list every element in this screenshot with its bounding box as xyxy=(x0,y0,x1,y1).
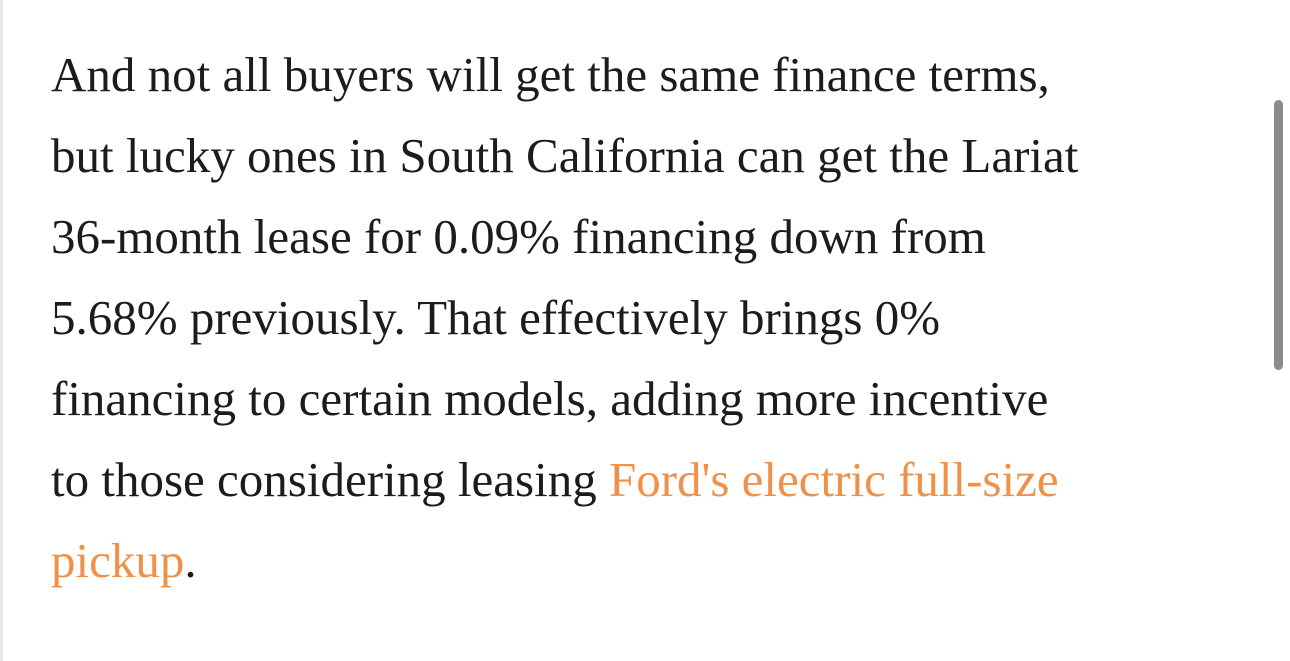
text-line: but lucky ones in South California can g… xyxy=(51,128,1079,183)
article-paragraph: And not all buyers will get the same fin… xyxy=(51,34,1078,601)
text-line: financing to certain models, adding more… xyxy=(51,371,1049,426)
scrollbar[interactable] xyxy=(1274,100,1283,370)
text: to those considering leasing xyxy=(51,452,597,507)
article-link[interactable]: pickup xyxy=(51,533,185,588)
text-line: 36-month lease for 0.09% financing down … xyxy=(51,209,986,264)
text-line: And not all buyers will get the same fin… xyxy=(51,47,1050,102)
text: . xyxy=(184,533,197,588)
article-link[interactable]: Ford's electric full-size xyxy=(608,452,1059,507)
text-line: to those considering leasing Ford's elect… xyxy=(51,439,1078,520)
text-line: 5.68% previously. That effectively bring… xyxy=(51,290,941,345)
text-line: pickup. xyxy=(51,520,1078,601)
